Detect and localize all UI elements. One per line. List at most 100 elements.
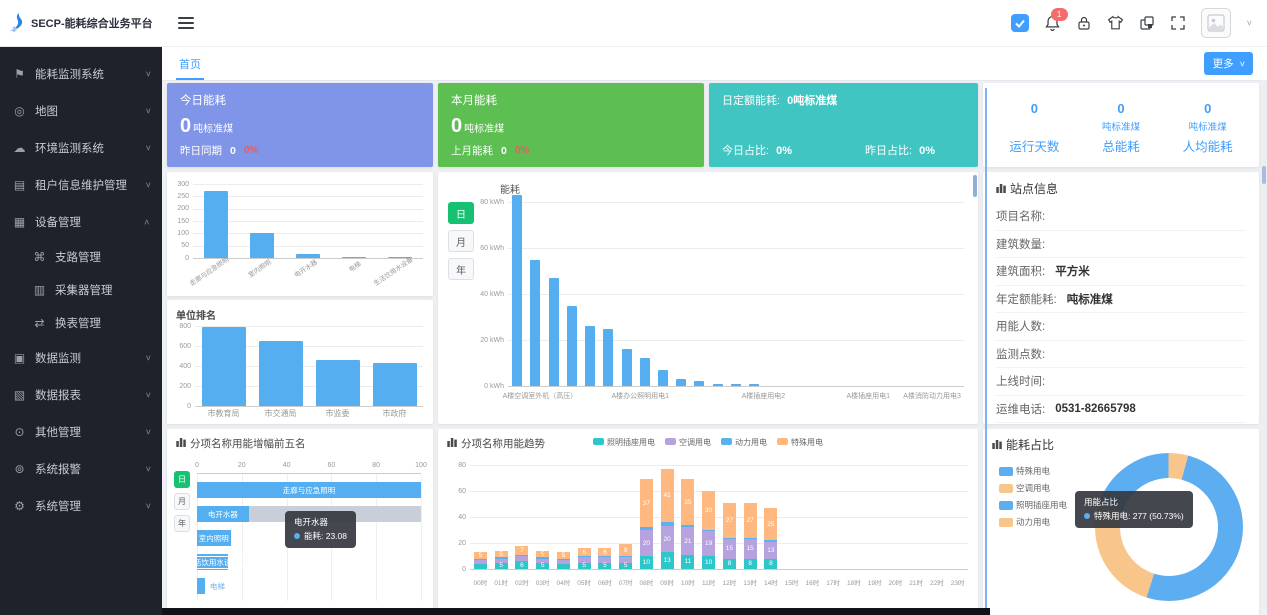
bar-segment-动力用电[interactable]: [577, 556, 591, 558]
bar[interactable]: [296, 254, 320, 258]
legend-item-特殊用电[interactable]: 特殊用电: [777, 437, 823, 448]
sidebar-subitem-采集器管理[interactable]: ▥ 采集器管理: [0, 273, 162, 306]
sidebar-item-设备管理[interactable]: ▦ 设备管理 >: [0, 203, 162, 240]
bar-segment-空调用电[interactable]: 15: [743, 539, 757, 559]
bar-segment-空调用电[interactable]: [494, 558, 508, 563]
bar[interactable]: 生活饮用水设备: [180, 554, 245, 570]
bar[interactable]: [530, 259, 541, 386]
bar[interactable]: 走廊与应急照明: [197, 482, 421, 498]
sidebar-item-地图[interactable]: ◎ 地图 >: [0, 92, 162, 129]
sidebar-item-数据监测[interactable]: ▣ 数据监测 >: [0, 339, 162, 376]
bar-segment-动力用电[interactable]: [702, 530, 716, 532]
page-scrollbar[interactable]: [1261, 80, 1267, 608]
bar-segment-特殊用电[interactable]: 5: [473, 552, 487, 559]
bar-segment-动力用电[interactable]: [473, 558, 487, 560]
bar[interactable]: [639, 358, 650, 386]
bar-segment-照明插座用电[interactable]: 10: [639, 556, 653, 569]
sidebar-item-能耗监测系统[interactable]: ⚑ 能耗监测系统 >: [0, 55, 162, 92]
bar-segment-动力用电[interactable]: [764, 540, 778, 542]
bar[interactable]: [548, 277, 559, 386]
bar-segment-空调用电[interactable]: 20: [639, 530, 653, 556]
bar-segment-特殊用电[interactable]: 37: [639, 479, 653, 528]
hamburger-menu-icon[interactable]: [178, 14, 194, 32]
bar-segment-动力用电[interactable]: [619, 556, 633, 558]
bar-segment-空调用电[interactable]: [619, 557, 633, 563]
page-scrollbar-thumb[interactable]: [1262, 166, 1266, 184]
bar[interactable]: [204, 191, 228, 258]
bar[interactable]: [342, 256, 366, 258]
bar-segment-特殊用电[interactable]: 5: [556, 552, 570, 559]
bar-segment-空调用电[interactable]: [577, 557, 591, 563]
bar[interactable]: [388, 256, 412, 258]
notification-bell-icon[interactable]: 1: [1044, 7, 1068, 32]
fullscreen-icon[interactable]: [1170, 15, 1186, 31]
bar-segment-照明插座用电[interactable]: 8: [743, 558, 757, 569]
bar[interactable]: [258, 340, 303, 406]
bar[interactable]: [621, 349, 632, 386]
legend-item-照明插座用电[interactable]: 照明插座用电: [999, 499, 1067, 511]
bar[interactable]: [676, 379, 687, 386]
bar-segment-特殊用电[interactable]: 27: [722, 502, 736, 538]
bar-segment-照明插座用电[interactable]: 11: [681, 554, 695, 569]
bar-segment-特殊用电[interactable]: 30: [702, 491, 716, 531]
bar[interactable]: [657, 369, 668, 386]
user-menu-chevron-icon[interactable]: >: [1243, 20, 1254, 26]
bar[interactable]: [512, 195, 523, 386]
bar-segment-照明插座用电[interactable]: 5: [619, 562, 633, 569]
bar-segment-空调用电[interactable]: [556, 559, 570, 564]
bar-segment-空调用电[interactable]: 15: [722, 539, 736, 559]
toggle-年[interactable]: 年: [174, 515, 190, 532]
bar-segment-动力用电[interactable]: [722, 537, 736, 540]
legend-item-空调用电[interactable]: 空调用电: [999, 482, 1067, 494]
bar[interactable]: [250, 233, 274, 258]
toggle-月[interactable]: 月: [174, 493, 190, 510]
bar-segment-空调用电[interactable]: 19: [702, 531, 716, 556]
bar-segment-特殊用电[interactable]: 27: [743, 502, 757, 538]
sidebar-item-数据报表[interactable]: ▧ 数据报表 >: [0, 376, 162, 413]
bar[interactable]: [201, 327, 246, 406]
sidebar-item-系统管理[interactable]: ⚙ 系统管理 >: [0, 487, 162, 524]
bar-segment-动力用电[interactable]: [639, 527, 653, 530]
bar-segment-照明插座用电[interactable]: 5: [598, 562, 612, 569]
toggle-年[interactable]: 年: [448, 258, 474, 280]
bar-segment-动力用电[interactable]: [556, 558, 570, 560]
sidebar-item-其他管理[interactable]: ⊙ 其他管理 >: [0, 413, 162, 450]
bar-segment-空调用电[interactable]: [515, 556, 529, 562]
bar-segment-动力用电[interactable]: [536, 557, 550, 559]
lock-screen-icon[interactable]: [1076, 15, 1092, 31]
bar[interactable]: 电开水器: [197, 506, 249, 522]
bar[interactable]: [315, 359, 360, 406]
sidebar-subitem-支路管理[interactable]: ⌘ 支路管理: [0, 240, 162, 273]
more-button[interactable]: 更多 >: [1203, 52, 1253, 75]
bar-segment-特殊用电[interactable]: 35: [681, 479, 695, 525]
bar-segment-动力用电[interactable]: [494, 557, 508, 559]
legend-item-动力用电[interactable]: 动力用电: [721, 437, 767, 448]
bar-segment-特殊用电[interactable]: 7: [515, 545, 529, 555]
bar-segment-照明插座用电[interactable]: 10: [702, 556, 716, 569]
bar[interactable]: [694, 381, 705, 386]
bar-segment-照明插座用电[interactable]: 6: [515, 561, 529, 569]
bar-segment-空调用电[interactable]: 20: [660, 526, 674, 553]
toggle-月[interactable]: 月: [448, 230, 474, 252]
layout-size-icon[interactable]: [1139, 15, 1155, 31]
bar-segment-特殊用电[interactable]: 9: [619, 544, 633, 557]
bar-segment-空调用电[interactable]: 13: [764, 541, 778, 559]
bar-segment-空调用电[interactable]: [598, 557, 612, 563]
legend-item-照明插座用电[interactable]: 照明插座用电: [593, 437, 655, 448]
bar-segment-空调用电[interactable]: [473, 559, 487, 564]
bar-segment-照明插座用电[interactable]: 5: [494, 562, 508, 569]
bar-segment-照明插座用电[interactable]: [556, 563, 570, 569]
bar[interactable]: [566, 305, 577, 386]
bar-segment-动力用电[interactable]: [598, 556, 612, 558]
card-scrollbar-thumb[interactable]: [973, 175, 977, 197]
toggle-日[interactable]: 日: [174, 471, 190, 488]
toggle-日[interactable]: 日: [448, 202, 474, 224]
sidebar-item-租户信息维护管理[interactable]: ▤ 租户信息维护管理 >: [0, 166, 162, 203]
legend-item-空调用电[interactable]: 空调用电: [665, 437, 711, 448]
theme-shirt-icon[interactable]: [1107, 15, 1124, 31]
bar[interactable]: [585, 326, 596, 386]
bar-segment-特殊用电[interactable]: 5: [494, 551, 508, 558]
sidebar-item-系统报警[interactable]: ⊚ 系统报警 >: [0, 450, 162, 487]
bar-segment-照明插座用电[interactable]: [473, 563, 487, 569]
bar-segment-照明插座用电[interactable]: 5: [536, 562, 550, 569]
